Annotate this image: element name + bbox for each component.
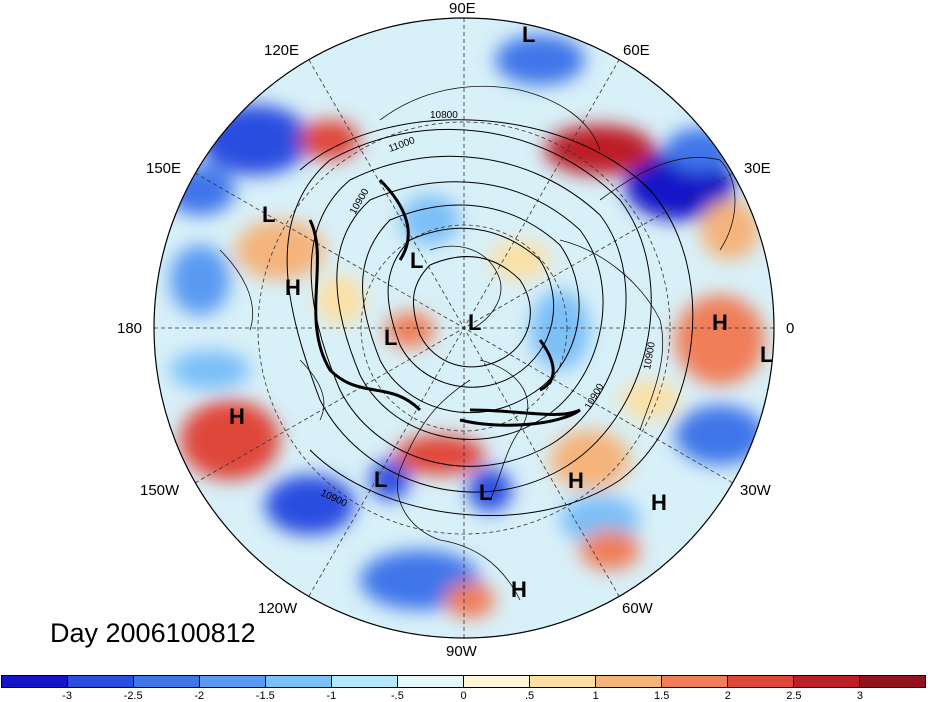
longitude-label-30w: 30W — [740, 482, 771, 499]
colorbar-tick-label: 0 — [460, 690, 467, 702]
low-pressure-marker: L — [522, 22, 535, 47]
low-pressure-marker: L — [479, 480, 492, 505]
lat-lon-grid — [154, 18, 774, 638]
longitude-label-150w: 150W — [140, 482, 180, 499]
low-pressure-marker: L — [760, 342, 773, 367]
contour-label: 10900 — [642, 341, 658, 371]
colorbar-swatch — [728, 676, 794, 687]
longitude-label-30e: 30E — [744, 160, 771, 177]
longitude-label-120w: 120W — [258, 600, 298, 617]
colorbar-tick-label: 3 — [856, 690, 863, 702]
colorbar-swatch — [134, 676, 200, 687]
high-pressure-marker: H — [712, 310, 728, 335]
high-pressure-marker: H — [651, 490, 667, 515]
colorbar-swatch — [200, 676, 266, 687]
high-pressure-marker: H — [511, 577, 527, 602]
colorbar-tick-label: .5 — [524, 690, 535, 702]
contour-label: 10800 — [430, 110, 458, 121]
colorbar-swatch — [332, 676, 398, 687]
day-title: Day 2006100812 — [50, 618, 256, 648]
colorbar-tick-label: -1.5 — [255, 690, 275, 702]
colorbar-swatch — [662, 676, 728, 687]
colorbar-swatch — [596, 676, 662, 687]
colorbar — [1, 675, 926, 688]
colorbar-tick-label: -2.5 — [123, 690, 143, 702]
longitude-label-120e: 120E — [264, 42, 300, 59]
longitude-label-90w: 90W — [446, 643, 477, 660]
colorbar-tick-label: 2.5 — [786, 690, 802, 702]
colorbar-tick-label: 2 — [724, 690, 731, 702]
colorbar-tick-label: 1.5 — [654, 690, 670, 702]
colorbar-tick-label: -1 — [326, 690, 337, 702]
colorbar-swatch — [398, 676, 464, 687]
longitude-label-90e: 90E — [449, 0, 476, 17]
low-pressure-marker: L — [410, 248, 423, 273]
low-pressure-marker: L — [374, 467, 387, 492]
height-contours — [286, 119, 694, 516]
longitude-label-60w: 60W — [622, 600, 653, 617]
high-pressure-marker: H — [229, 404, 245, 429]
longitude-label-180: 180 — [117, 320, 143, 337]
longitude-label-150e: 150E — [146, 160, 182, 177]
high-pressure-marker: H — [568, 468, 584, 493]
longitude-label-0: 0 — [786, 320, 795, 337]
pressure-systems: L L L L L L L L H H H H H H — [229, 22, 773, 602]
colorbar-swatch — [266, 676, 332, 687]
colorbar-swatch — [464, 676, 530, 687]
low-pressure-marker: L — [468, 310, 481, 335]
low-pressure-marker: L — [262, 202, 275, 227]
low-pressure-marker: L — [384, 325, 397, 350]
high-pressure-marker: H — [285, 275, 301, 300]
colorbar-swatch — [68, 676, 134, 687]
colorbar-tick-label: -3 — [62, 690, 72, 702]
map-boundary — [153, 17, 775, 639]
colorbar-swatch — [530, 676, 596, 687]
colorbar-tick-label: -2 — [194, 690, 205, 702]
colorbar-tick-label: 1 — [592, 690, 599, 702]
colorbar-tick-label: -.5 — [391, 690, 404, 702]
colorbar-swatch — [860, 676, 925, 687]
colorbar-swatch — [2, 676, 68, 687]
colorbar-swatch — [794, 676, 860, 687]
longitude-label-60e: 60E — [623, 42, 650, 59]
